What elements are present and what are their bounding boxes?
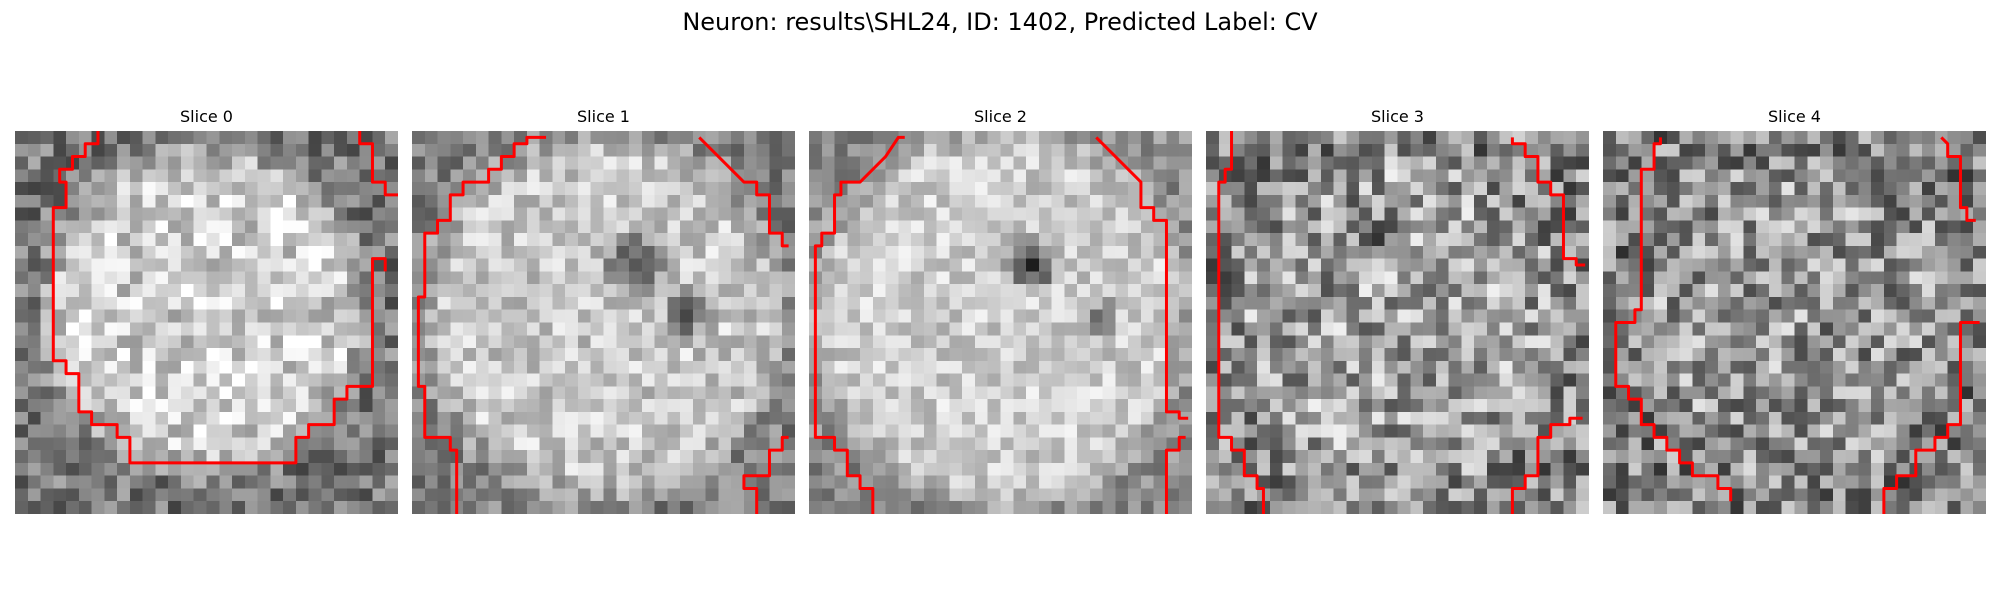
segmentation-contour (1164, 435, 1186, 514)
slice-title: Slice 2 (974, 107, 1027, 126)
pixel-grid (809, 131, 1192, 514)
slice-panel-1: Slice 1 (412, 106, 795, 514)
slice-image (1603, 131, 1986, 514)
pixel-grid (15, 131, 398, 514)
segmentation-contour (1882, 321, 1980, 514)
segmentation-contour (1940, 136, 1976, 222)
segmentation-contour (1510, 137, 1586, 267)
slice-panel-4: Slice 4 (1603, 106, 1986, 514)
figure-title: Neuron: results\SHL24, ID: 1402, Predict… (682, 8, 1318, 36)
slice-panel-2: Slice 2 (809, 106, 1192, 514)
segmentation-contour (742, 435, 789, 514)
slice-image (1206, 131, 1589, 514)
pixel-grid (1206, 131, 1589, 514)
slice-panel-3: Slice 3 (1206, 106, 1589, 514)
pixel-grid (1603, 131, 1986, 514)
slice-image (412, 131, 795, 514)
segmentation-contour (698, 136, 789, 248)
slice-title: Slice 4 (1768, 107, 1821, 126)
segmentation-contour (1510, 416, 1583, 514)
slice-image (809, 131, 1192, 514)
segmentation-contour (813, 135, 905, 387)
segmentation-contour (813, 386, 875, 514)
segmentation-contour (51, 131, 387, 465)
segmentation-contour (1217, 131, 1265, 514)
slice-panel-0: Slice 0 (15, 106, 398, 514)
segmentation-contour (358, 131, 398, 197)
slice-title: Slice 0 (180, 107, 233, 126)
segmentation-contour (1095, 136, 1189, 420)
slice-title: Slice 1 (577, 107, 630, 126)
pixel-grid (412, 131, 795, 514)
slice-image (15, 131, 398, 514)
segmentation-contour (416, 135, 547, 514)
segmentation-contour (1614, 137, 1733, 502)
slice-title: Slice 3 (1371, 107, 1424, 126)
